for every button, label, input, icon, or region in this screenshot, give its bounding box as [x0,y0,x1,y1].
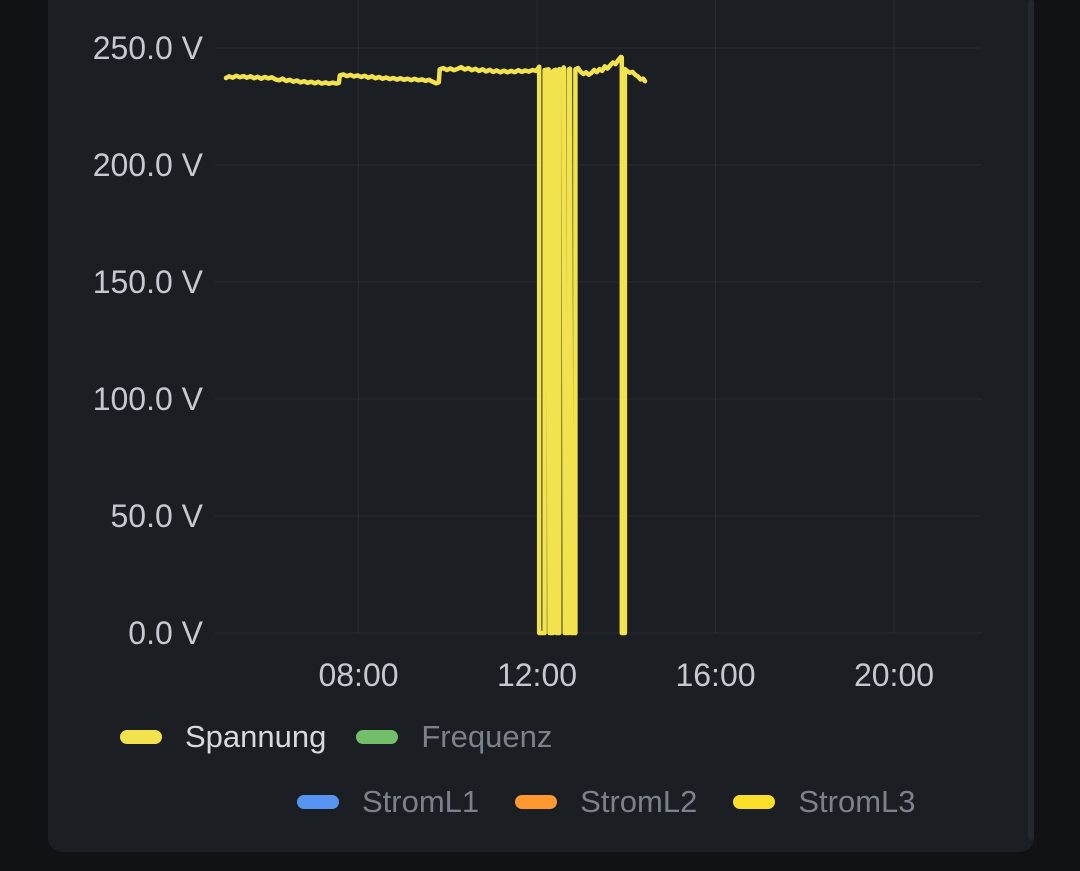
horizontal-gridlines [215,47,982,634]
x-axis-tick-label: 20:00 [853,657,935,693]
legend-label-spannung: Spannung [185,719,327,754]
series-lines [223,54,648,636]
series-line-spannung [223,54,648,636]
legend-row-2: StromL1 StromL2 StromL3 [297,780,916,824]
legend-label-stroml3: StromL3 [798,784,916,819]
series-swatch-frequenz [356,730,399,744]
y-axis-tick-label: 100.0 V [92,381,203,417]
y-axis-tick-label: 50.0 V [110,498,203,534]
legend-row-1: Spannung Frequenz [120,715,552,759]
legend-item-stroml3[interactable]: StromL3 [733,780,916,824]
series-swatch-stroml3 [733,795,776,809]
legend-item-stroml1[interactable]: StromL1 [297,780,479,824]
chart-plot-area[interactable] [213,0,982,648]
scrollbar[interactable] [1028,0,1034,840]
y-axis-tick-label: 150.0 V [92,264,203,300]
legend-item-stroml2[interactable]: StromL2 [515,780,697,824]
legend-item-frequenz[interactable]: Frequenz [356,715,552,759]
x-axis: 08:00 12:00 16:00 20:00 [213,655,982,699]
series-swatch-stroml1 [297,795,339,809]
graph-panel: 0.0 V 50.0 V 100.0 V 150.0 V 200.0 V 250.0 V … [48,0,1034,852]
x-axis-tick-label: 16:00 [675,657,756,693]
legend-item-spannung[interactable]: Spannung [120,715,326,759]
x-axis-tick-label: 08:00 [318,657,399,693]
y-axis-tick-label: 0.0 V [128,615,203,651]
series-swatch-stroml2 [515,795,558,809]
y-axis-tick-label: 250.0 V [92,30,203,66]
legend-label-frequenz: Frequenz [421,719,553,754]
y-axis: 0.0 V 50.0 V 100.0 V 150.0 V 200.0 V 250.0 V [48,0,203,660]
series-swatch-spannung [120,730,162,744]
legend-label-stroml1: StromL1 [362,784,480,819]
y-axis-tick-label: 200.0 V [92,147,203,183]
legend-label-stroml2: StromL2 [580,784,698,819]
x-axis-tick-label: 12:00 [496,657,578,693]
